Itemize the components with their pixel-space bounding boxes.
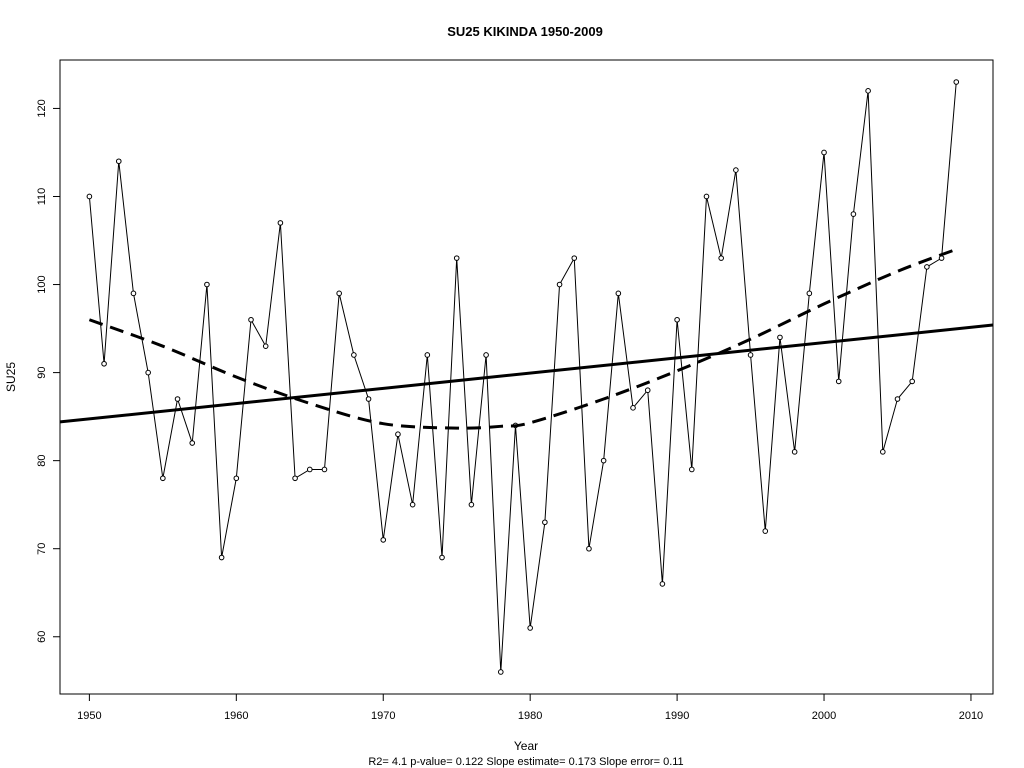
x-tick-label: 1950 bbox=[77, 710, 101, 722]
observed-data-point bbox=[336, 290, 342, 297]
x-tick-label: 1990 bbox=[665, 710, 689, 722]
observed-data-point bbox=[160, 475, 166, 482]
observed-data-point bbox=[351, 352, 357, 358]
linear-trend-line bbox=[60, 323, 993, 424]
observed-data-point bbox=[101, 360, 107, 367]
observed-data-point bbox=[174, 396, 181, 402]
series-layer bbox=[60, 79, 993, 675]
observed-data-point bbox=[556, 281, 563, 288]
observed-data-point bbox=[321, 466, 328, 473]
chart-title: SU25 KIKINDA 1950-2009 bbox=[447, 24, 603, 39]
observed-data-point bbox=[659, 581, 666, 587]
y-tick-label: 90 bbox=[36, 366, 48, 378]
y-tick-label: 60 bbox=[36, 631, 48, 643]
observed-data-point bbox=[733, 167, 739, 173]
observed-data-point bbox=[233, 475, 240, 482]
y-tick-label: 110 bbox=[36, 188, 48, 206]
observed-data-point bbox=[718, 255, 724, 261]
observed-data-point bbox=[468, 501, 475, 508]
observed-data-point bbox=[115, 158, 122, 165]
observed-data-point bbox=[292, 475, 298, 482]
observed-data-point bbox=[586, 545, 592, 552]
plot-frame bbox=[59, 59, 994, 695]
x-tick-label: 1970 bbox=[371, 710, 395, 722]
observed-data-point bbox=[953, 79, 960, 85]
y-axis: 60 70 80 90 100 110 120 bbox=[36, 99, 60, 643]
x-axis-label: Year bbox=[514, 739, 538, 753]
observed-data-point bbox=[630, 405, 636, 411]
observed-data-point bbox=[439, 554, 445, 561]
observed-data-point bbox=[865, 88, 871, 94]
observed-data-point bbox=[527, 625, 533, 631]
observed-data-point bbox=[204, 281, 210, 288]
observed-data-point bbox=[571, 255, 578, 261]
y-tick-label: 80 bbox=[36, 455, 48, 467]
observed-data-point bbox=[762, 528, 769, 534]
observed-data-point bbox=[218, 554, 225, 561]
observed-data-point bbox=[747, 352, 754, 358]
x-tick-label: 1980 bbox=[518, 710, 542, 722]
observed-data-point bbox=[777, 334, 783, 341]
x-axis: 1950 1960 1970 1980 1990 2000 2010 bbox=[77, 694, 983, 722]
observed-data-point bbox=[703, 193, 710, 200]
observed-series-line bbox=[88, 81, 957, 673]
observed-data-point bbox=[86, 193, 93, 200]
x-tick-label: 2000 bbox=[812, 710, 836, 722]
observed-data-point bbox=[542, 519, 548, 526]
observed-data-point bbox=[688, 466, 695, 473]
smooth-trend-curve bbox=[88, 247, 957, 430]
observed-data-point bbox=[850, 211, 857, 217]
observed-data-point bbox=[130, 290, 137, 297]
observed-data-point bbox=[909, 378, 915, 385]
observed-data-point bbox=[145, 369, 151, 376]
observed-data-point bbox=[262, 343, 269, 349]
observed-data-point bbox=[395, 431, 401, 438]
y-axis-label: SU25 bbox=[4, 362, 18, 392]
observed-data-point bbox=[644, 387, 651, 394]
observed-data-point bbox=[497, 669, 504, 675]
observed-data-point bbox=[791, 449, 798, 455]
observed-data-point bbox=[674, 316, 680, 323]
observed-data-point bbox=[615, 290, 622, 297]
observed-data-point bbox=[483, 352, 489, 358]
observed-data-point bbox=[806, 290, 813, 297]
observed-data-point bbox=[189, 440, 196, 446]
x-tick-label: 2010 bbox=[959, 710, 983, 722]
observed-data-point bbox=[821, 149, 827, 156]
observed-data-point bbox=[924, 264, 930, 270]
y-tick-label: 70 bbox=[36, 543, 48, 555]
observed-data-point bbox=[306, 466, 313, 473]
stats-footer: R2= 4.1 p-value= 0.122 Slope estimate= 0… bbox=[368, 756, 683, 768]
observed-data-point bbox=[248, 316, 254, 323]
observed-data-point bbox=[880, 449, 886, 455]
observed-data-point bbox=[380, 537, 387, 543]
observed-data-point bbox=[600, 457, 607, 464]
observed-data-point bbox=[409, 501, 416, 508]
x-tick-label: 1960 bbox=[224, 710, 248, 722]
y-tick-label: 100 bbox=[36, 275, 48, 293]
observed-data-point bbox=[894, 396, 901, 402]
y-tick-label: 120 bbox=[36, 99, 48, 117]
observed-data-point bbox=[453, 255, 460, 261]
observed-data-point bbox=[365, 396, 372, 402]
observed-data-point bbox=[277, 220, 284, 226]
observed-data-point bbox=[835, 378, 842, 385]
observed-data-point bbox=[424, 352, 431, 358]
